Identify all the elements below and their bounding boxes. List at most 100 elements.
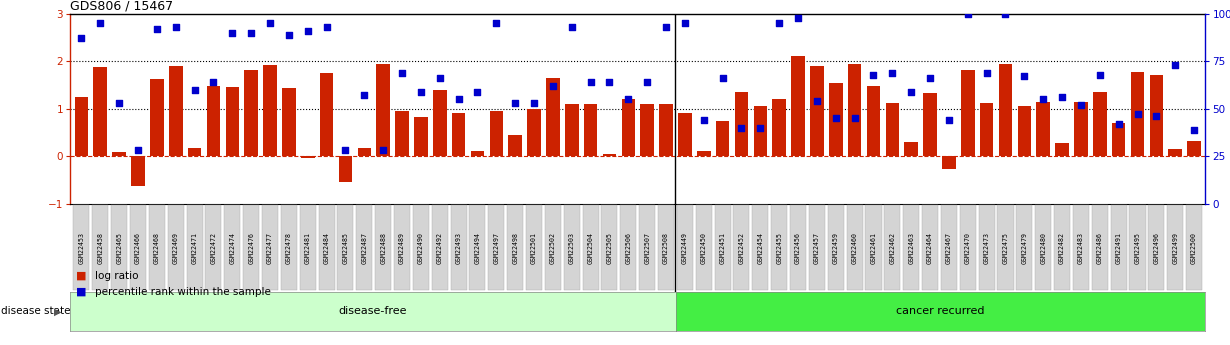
Point [467, 89, 487, 95]
FancyBboxPatch shape [790, 205, 806, 290]
FancyBboxPatch shape [205, 205, 221, 290]
FancyBboxPatch shape [903, 205, 919, 290]
Text: GSM22462: GSM22462 [889, 231, 895, 264]
Bar [697, 151, 711, 156]
Text: GSM22507: GSM22507 [645, 231, 651, 264]
Text: GSM22473: GSM22473 [984, 231, 990, 264]
Bar [301, 156, 315, 158]
Text: GSM22504: GSM22504 [588, 231, 594, 264]
Text: GSM22471: GSM22471 [192, 231, 198, 264]
Bar [1017, 106, 1031, 156]
Bar [716, 120, 729, 156]
Text: GSM22488: GSM22488 [380, 231, 386, 264]
FancyBboxPatch shape [640, 205, 656, 290]
Point [1052, 95, 1071, 100]
Bar [93, 67, 107, 156]
Text: GSM22474: GSM22474 [229, 231, 235, 264]
Text: percentile rank within the sample: percentile rank within the sample [95, 287, 271, 296]
Bar [584, 104, 598, 156]
FancyBboxPatch shape [450, 205, 466, 290]
Text: GSM22499: GSM22499 [1172, 231, 1178, 264]
Bar [338, 156, 352, 182]
Text: log ratio: log ratio [95, 271, 138, 281]
Bar [1112, 123, 1125, 156]
Point [995, 11, 1015, 17]
FancyBboxPatch shape [526, 205, 542, 290]
Bar [320, 73, 333, 156]
FancyBboxPatch shape [300, 205, 316, 290]
Point [279, 32, 299, 38]
Point [637, 79, 657, 85]
Text: GSM22481: GSM22481 [305, 231, 311, 264]
Point [600, 79, 620, 85]
Bar [1150, 75, 1164, 156]
Text: GSM22451: GSM22451 [720, 231, 726, 264]
Bar [961, 70, 974, 156]
Point [788, 15, 808, 20]
FancyBboxPatch shape [394, 205, 410, 290]
Bar [169, 66, 182, 156]
FancyBboxPatch shape [224, 205, 240, 290]
Bar [1037, 101, 1050, 156]
Bar [1168, 149, 1182, 156]
FancyBboxPatch shape [470, 205, 486, 290]
Point [354, 93, 374, 98]
Text: GSM22460: GSM22460 [851, 231, 857, 264]
Bar [829, 82, 843, 156]
Text: GSM22472: GSM22472 [210, 231, 216, 264]
Bar [245, 70, 258, 156]
FancyBboxPatch shape [1149, 205, 1165, 290]
Text: GSM22454: GSM22454 [758, 231, 764, 264]
Bar [999, 63, 1012, 156]
Text: GSM22480: GSM22480 [1041, 231, 1047, 264]
Text: disease-free: disease-free [338, 306, 407, 316]
Text: GSM22482: GSM22482 [1059, 231, 1065, 264]
Text: GSM22492: GSM22492 [437, 231, 443, 264]
Point [430, 76, 450, 81]
Point [863, 72, 883, 77]
FancyBboxPatch shape [488, 205, 504, 290]
FancyBboxPatch shape [432, 205, 448, 290]
Point [807, 98, 827, 104]
Bar [904, 142, 918, 156]
Text: GSM22479: GSM22479 [1021, 231, 1027, 264]
Point [336, 148, 355, 153]
Point [487, 21, 507, 26]
Point [562, 24, 582, 30]
Text: disease state: disease state [1, 306, 71, 316]
Point [675, 21, 695, 26]
Point [317, 24, 337, 30]
Bar [1093, 92, 1107, 156]
Bar [772, 99, 786, 156]
FancyBboxPatch shape [771, 205, 787, 290]
Point [882, 70, 902, 76]
FancyBboxPatch shape [167, 205, 183, 290]
Text: GSM22495: GSM22495 [1134, 231, 1140, 264]
Point [732, 125, 752, 130]
Text: GSM22501: GSM22501 [531, 231, 538, 264]
Bar [1055, 143, 1069, 156]
FancyBboxPatch shape [846, 205, 862, 290]
FancyBboxPatch shape [1036, 205, 1052, 290]
Point [204, 79, 224, 85]
Text: GSM22465: GSM22465 [116, 231, 122, 264]
FancyBboxPatch shape [280, 205, 296, 290]
Point [298, 28, 317, 34]
FancyBboxPatch shape [620, 205, 636, 290]
Bar [886, 103, 899, 156]
Bar [1130, 72, 1144, 156]
FancyBboxPatch shape [715, 205, 731, 290]
Point [392, 70, 412, 76]
Bar [358, 148, 371, 156]
Text: ▶: ▶ [54, 306, 62, 316]
FancyBboxPatch shape [244, 205, 260, 290]
FancyBboxPatch shape [507, 205, 523, 290]
Bar [282, 88, 295, 156]
FancyBboxPatch shape [1167, 205, 1183, 290]
FancyBboxPatch shape [92, 205, 108, 290]
FancyBboxPatch shape [884, 205, 900, 290]
Point [261, 21, 280, 26]
Point [958, 11, 978, 17]
Text: GSM22485: GSM22485 [342, 231, 348, 264]
Bar [1074, 102, 1087, 156]
